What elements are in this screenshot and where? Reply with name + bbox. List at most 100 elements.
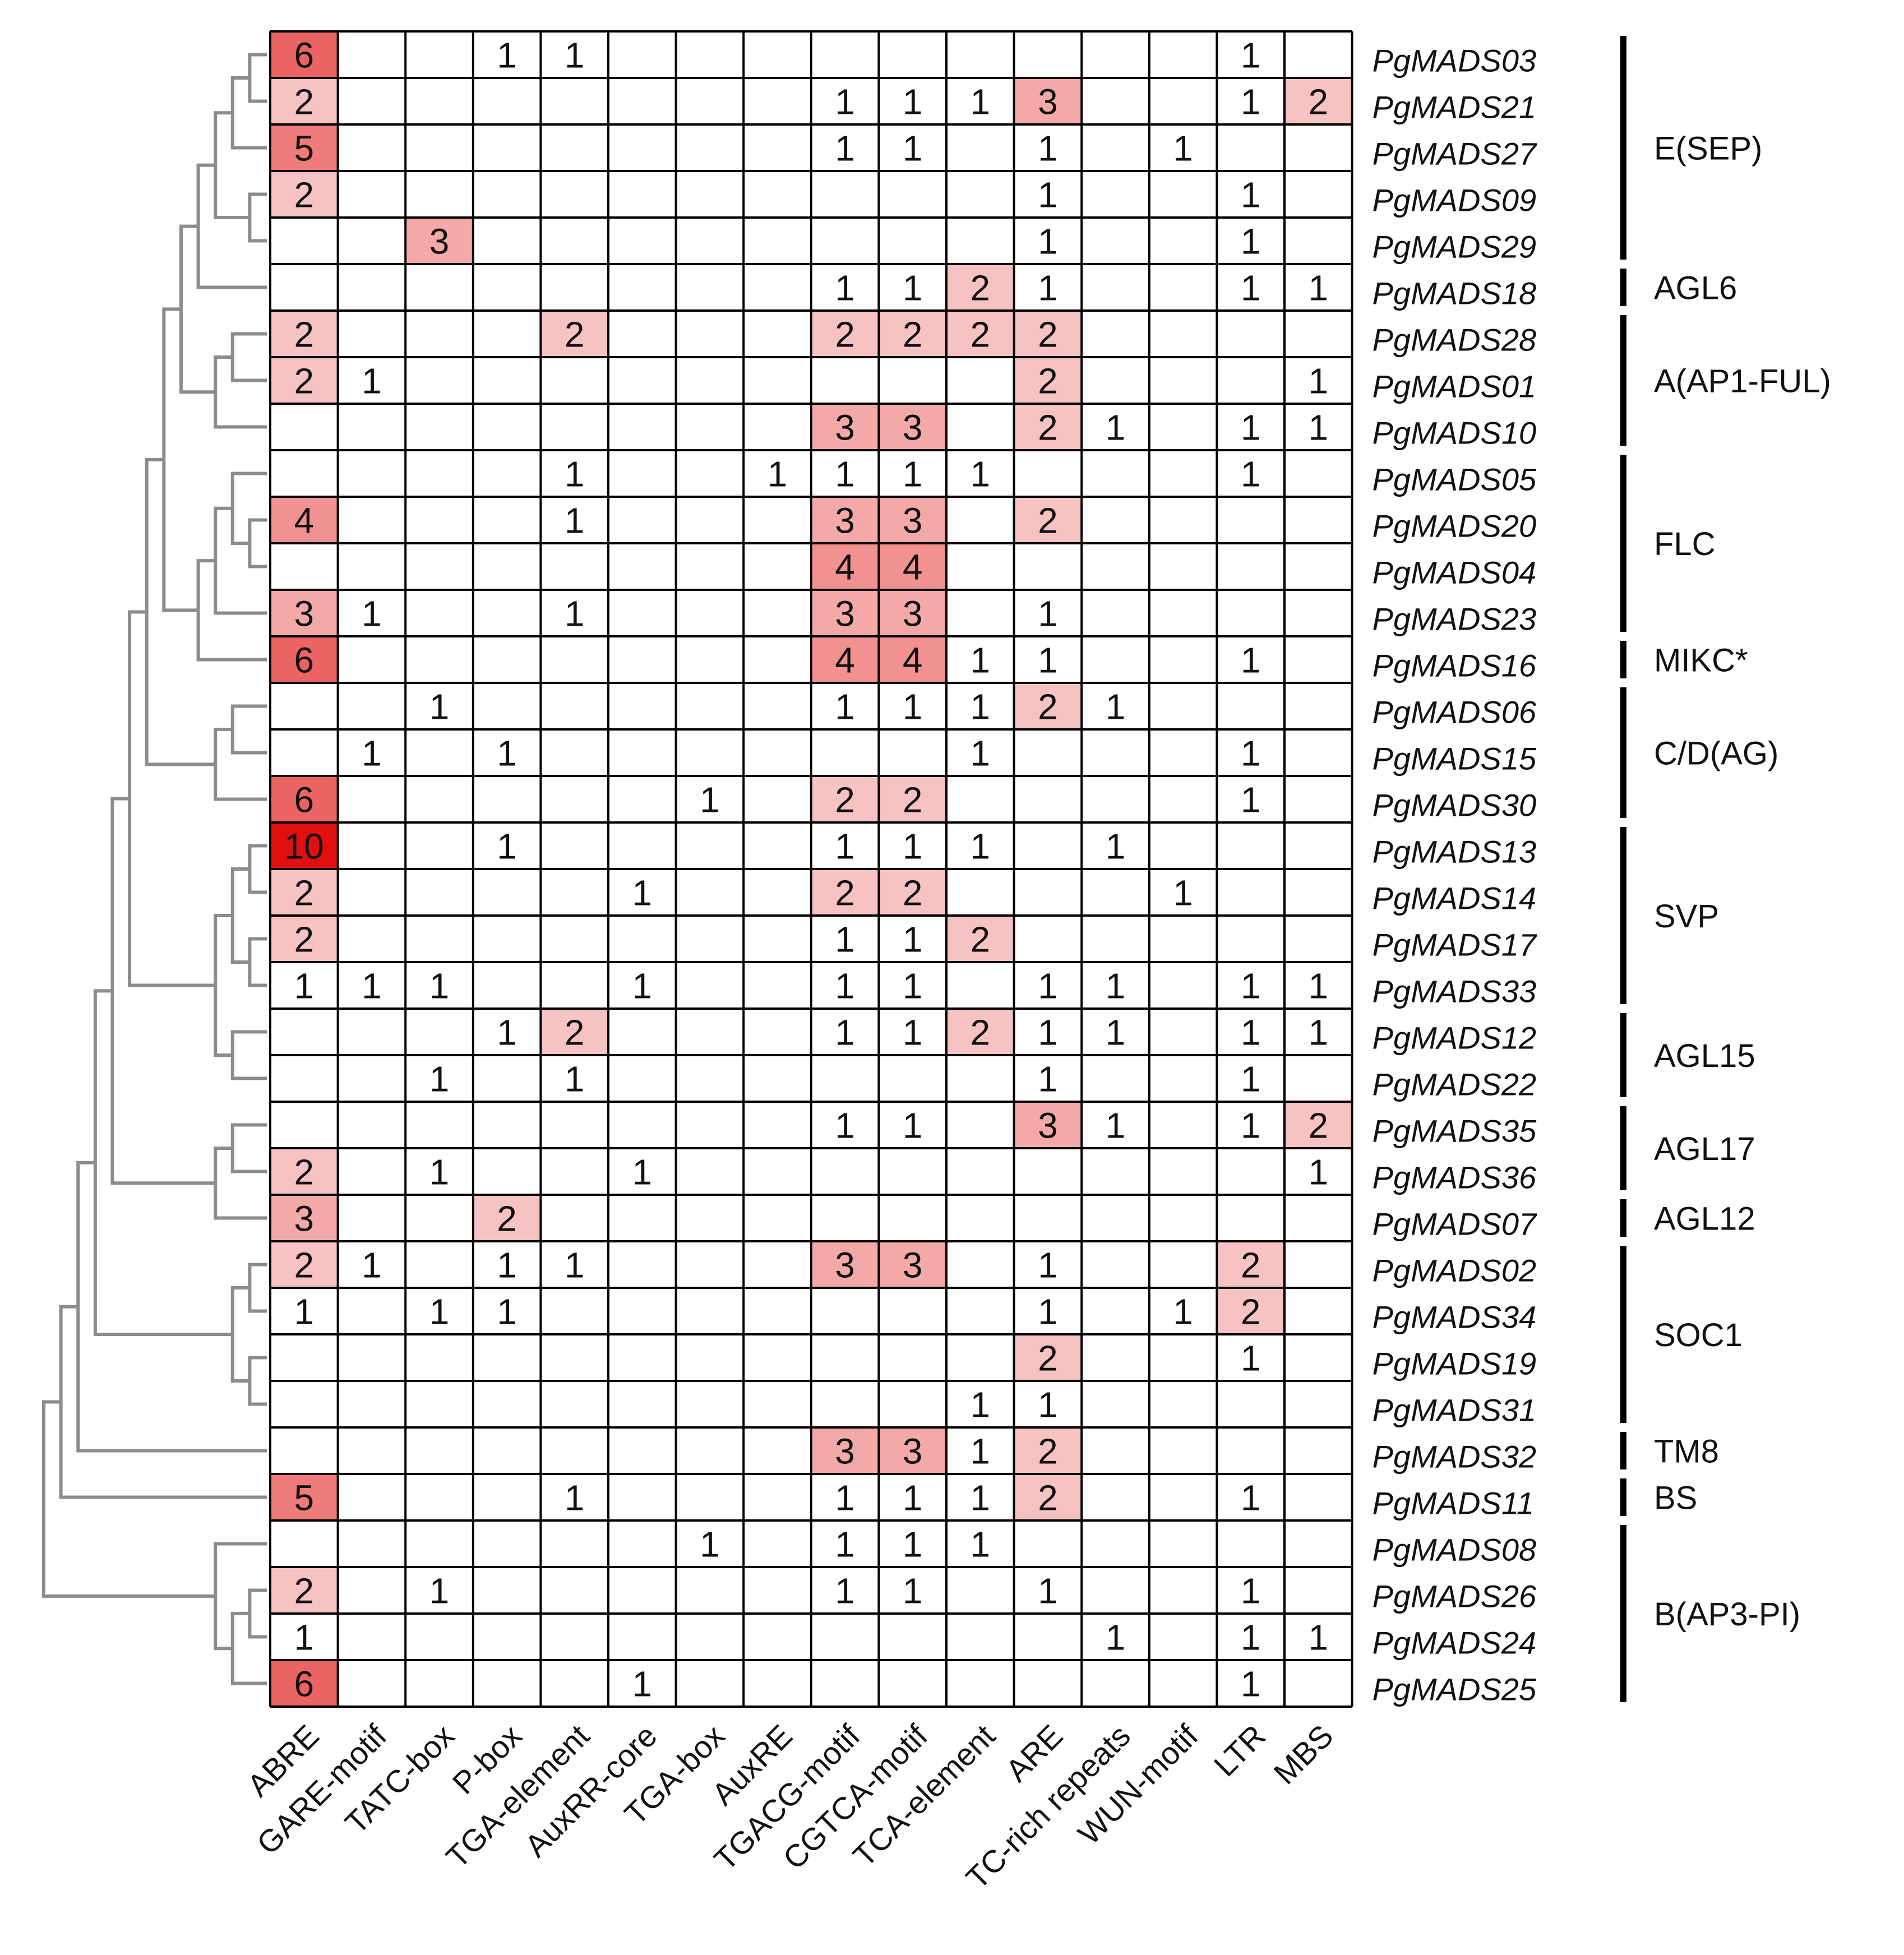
- row-label-gene: PgMADS13: [1372, 834, 1537, 870]
- cell-value-label: 2: [835, 873, 855, 913]
- cell-value-label: 1: [1241, 1571, 1261, 1611]
- heatmap-cell-r6-c10: [946, 311, 1014, 357]
- subfamily-label: TM8: [1654, 1434, 1719, 1470]
- cell-value-label: 1: [1106, 1617, 1126, 1658]
- heatmap-cell-r6-c0: [270, 311, 338, 357]
- cell-value-label: 1: [835, 128, 855, 169]
- subfamily-bracket: [1620, 1106, 1626, 1190]
- cell-value-label: 1: [835, 1571, 855, 1611]
- cell-value-label: 1: [1106, 1106, 1126, 1146]
- cell-value-label: 1: [294, 1617, 315, 1658]
- cell-value-label: 3: [835, 594, 855, 634]
- cell-value-label: 2: [1038, 408, 1058, 448]
- cell-value-label: 2: [1038, 501, 1058, 541]
- heatmap-cell-r23-c11: [1014, 1102, 1082, 1148]
- cell-value-label: 1: [429, 966, 450, 1006]
- heatmap-cell-r6-c11: [1014, 311, 1082, 357]
- cell-value-label: 2: [294, 315, 315, 355]
- heatmap-cell-r31-c0: [270, 1474, 338, 1520]
- cell-value-label: 1: [1038, 1292, 1058, 1332]
- dendrogram-branch: [230, 704, 267, 755]
- heatmap-cell-r24-c0: [270, 1148, 338, 1195]
- dendrogram-branch: [128, 610, 216, 987]
- cell-value-label: 2: [565, 1013, 585, 1053]
- subfamily-label: BS: [1654, 1480, 1697, 1517]
- row-label-gene: PgMADS25: [1372, 1672, 1537, 1707]
- cell-value-label: 1: [632, 1152, 653, 1193]
- heatmap-cell-r26-c8: [811, 1241, 879, 1288]
- cell-value-label: 1: [1309, 268, 1329, 308]
- row-label-gene: PgMADS02: [1372, 1253, 1537, 1288]
- heatmap-cell-r13-c9: [879, 636, 946, 683]
- heatmap-cell-r30-c11: [1014, 1427, 1082, 1474]
- dendrogram-branch: [230, 1030, 267, 1080]
- cell-value-label: 1: [903, 966, 923, 1006]
- cell-value-label: 1: [565, 35, 585, 76]
- cell-value-label: 2: [1309, 1106, 1329, 1146]
- row-label-gene: PgMADS15: [1372, 741, 1537, 777]
- cell-value-label: 1: [903, 1013, 923, 1053]
- heatmap-cell-r6-c9: [879, 311, 946, 357]
- heatmap-cell-r21-c10: [946, 1009, 1014, 1055]
- cell-value-label: 1: [835, 1013, 855, 1053]
- cell-value-label: 4: [294, 501, 315, 541]
- cell-value-label: 1: [903, 82, 923, 122]
- row-label-gene: PgMADS23: [1372, 602, 1537, 637]
- cell-value-label: 1: [835, 1106, 855, 1146]
- cell-value-label: 3: [903, 594, 923, 634]
- cell-value-label: 1: [700, 1524, 720, 1565]
- heatmap-cell-r21-c4: [540, 1009, 608, 1055]
- cell-value-label: 1: [429, 687, 450, 727]
- heatmap-cell-r18-c9: [879, 869, 946, 916]
- row-label-gene: PgMADS29: [1372, 229, 1537, 265]
- dendrogram-branch: [214, 1542, 267, 1651]
- subfamily-bracket: [1620, 315, 1626, 446]
- cell-value-label: 2: [1241, 1292, 1261, 1332]
- heatmap-cell-r26-c9: [879, 1241, 946, 1288]
- row-label-gene: PgMADS03: [1372, 43, 1537, 78]
- cell-value-label: 4: [835, 547, 855, 588]
- cell-value-label: 2: [835, 315, 855, 355]
- cell-value-label: 2: [835, 780, 855, 820]
- cell-value-label: 1: [971, 1385, 991, 1425]
- cell-value-label: 1: [1173, 1292, 1193, 1332]
- cell-value-label: 1: [294, 1292, 315, 1332]
- cell-value-label: 1: [700, 780, 720, 820]
- cell-value-label: 3: [903, 1431, 923, 1472]
- cell-value-label: 1: [1241, 408, 1261, 448]
- cell-value-label: 1: [429, 1152, 450, 1193]
- cell-value-label: 1: [971, 454, 991, 494]
- cell-value-label: 2: [903, 780, 923, 820]
- cell-value-label: 2: [294, 1245, 315, 1286]
- heatmap-cell-r19-c10: [946, 916, 1014, 962]
- cell-value-label: 1: [1241, 780, 1261, 820]
- cell-value-label: 2: [294, 1571, 315, 1611]
- heatmap-cell-r14-c11: [1014, 683, 1082, 729]
- cell-value-label: 1: [565, 594, 585, 634]
- cell-value-label: 1: [1241, 268, 1261, 308]
- subfamily-bracket: [1620, 641, 1626, 678]
- cell-value-label: 3: [1038, 1106, 1058, 1146]
- cell-value-label: 1: [362, 733, 382, 774]
- cell-value-label: 1: [1309, 1152, 1329, 1193]
- cell-value-label: 3: [294, 594, 315, 634]
- cell-value-label: 1: [835, 919, 855, 960]
- cell-value-label: 1: [1241, 640, 1261, 681]
- row-label-gene: PgMADS16: [1372, 648, 1537, 683]
- heatmap-cell-r6-c4: [540, 311, 608, 357]
- heatmap-cell-r17-c0: [270, 822, 338, 869]
- cell-value-label: 1: [903, 919, 923, 960]
- dendrogram-branch: [248, 937, 267, 987]
- row-label-gene: PgMADS10: [1372, 415, 1537, 451]
- column-label-motif: LTR: [1207, 1718, 1272, 1783]
- cell-value-label: 2: [294, 873, 315, 913]
- cell-value-label: 1: [1241, 1059, 1261, 1099]
- cell-value-label: 1: [1241, 175, 1261, 215]
- row-label-gene: PgMADS12: [1372, 1020, 1537, 1056]
- heatmap-cell-r8-c11: [1014, 404, 1082, 450]
- subfamily-label: AGL12: [1654, 1201, 1755, 1237]
- cell-value-label: 1: [971, 640, 991, 681]
- cell-value-label: 3: [835, 501, 855, 541]
- cell-value-label: 1: [1106, 966, 1126, 1006]
- heatmap-cell-r7-c0: [270, 357, 338, 404]
